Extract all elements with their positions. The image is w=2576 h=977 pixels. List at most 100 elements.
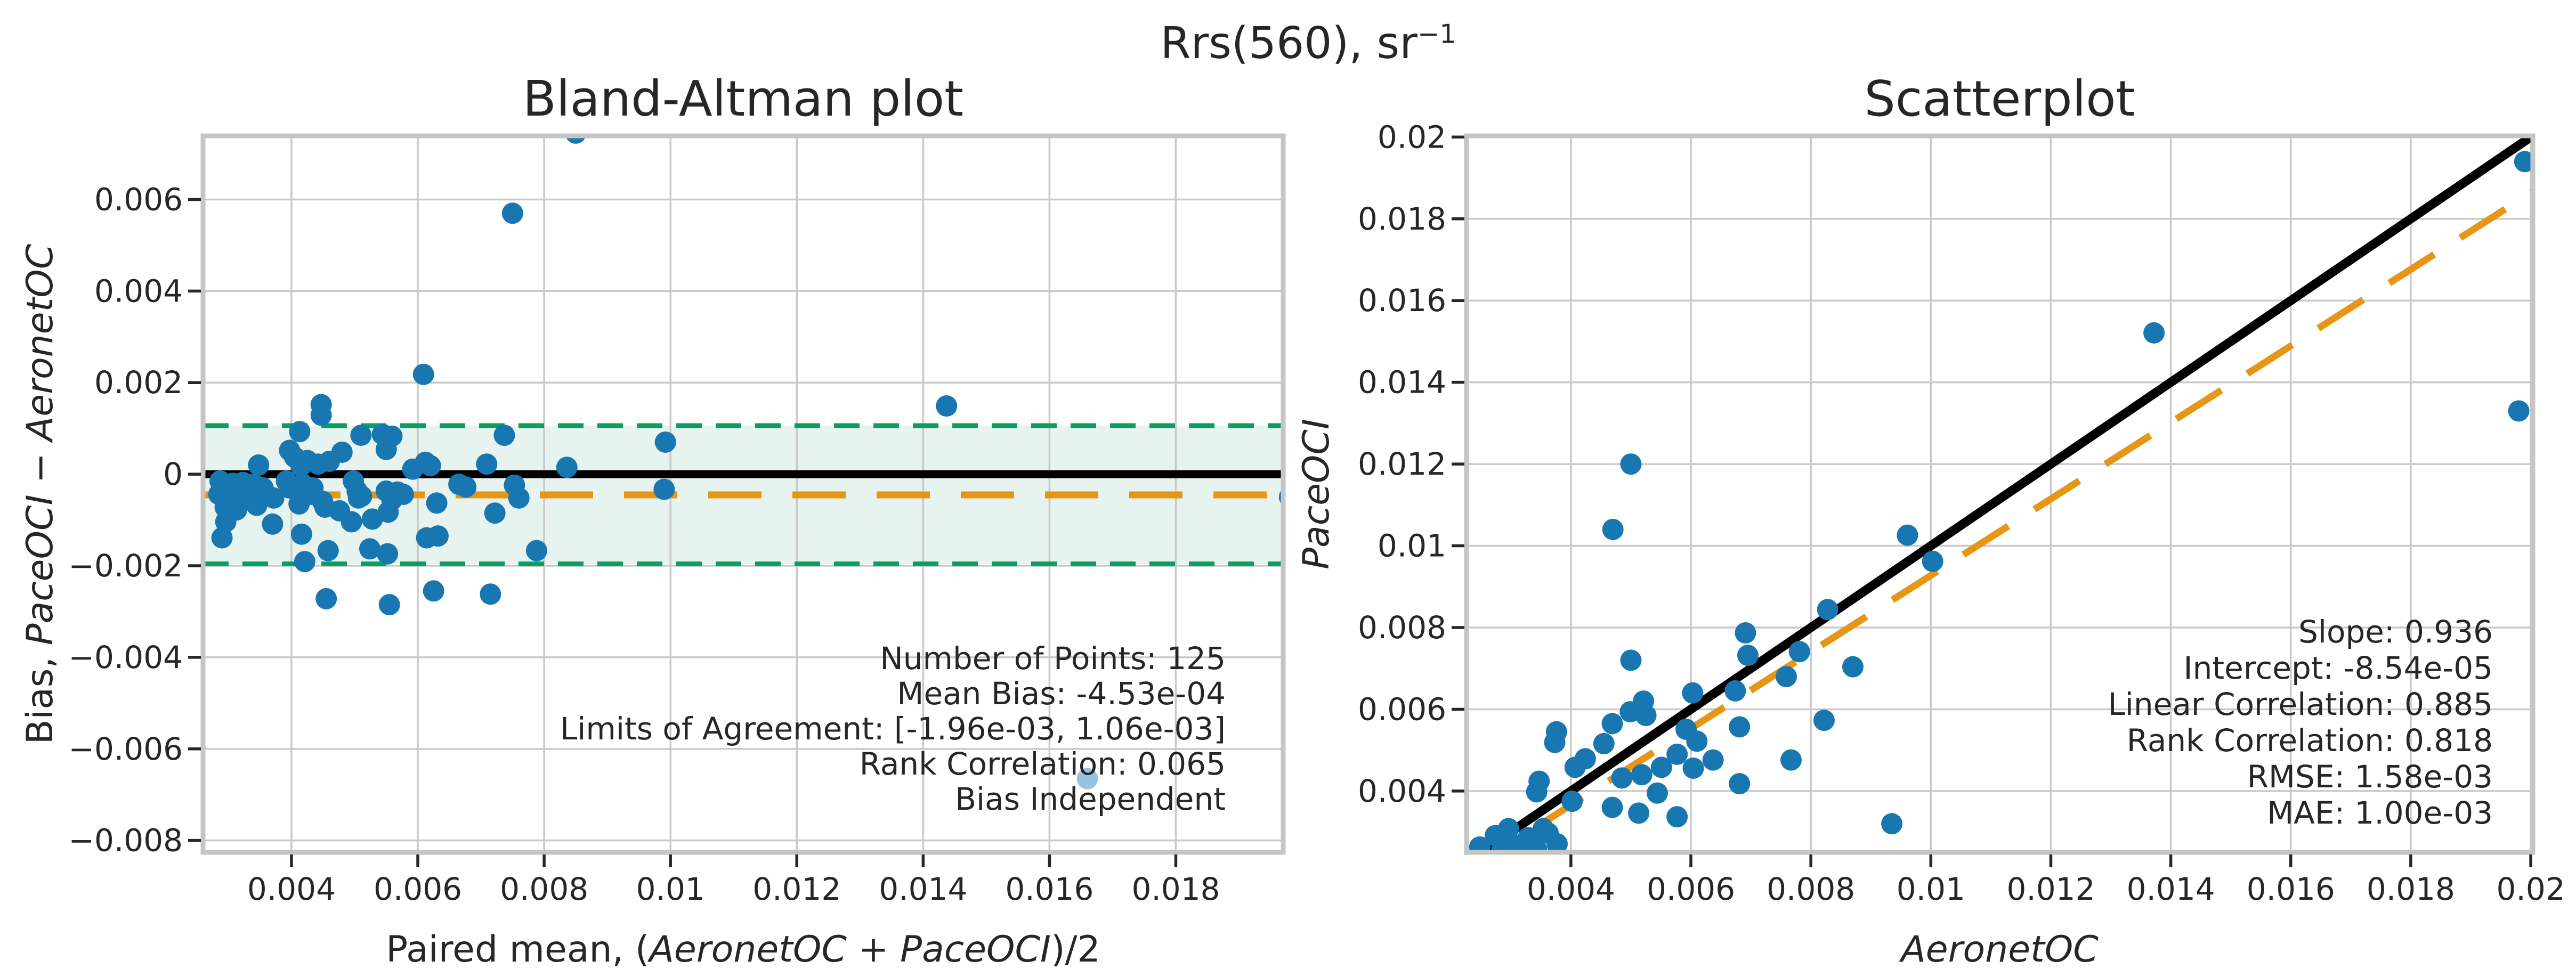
data-point [416,527,438,549]
data-point [1788,641,1810,663]
data-point [1922,550,1943,572]
x-tick-label: 0.016 [2247,871,2335,907]
identity-line [1472,136,2533,852]
data-point [484,502,506,524]
data-point [2143,322,2165,344]
data-point [262,513,283,535]
data-point [319,451,341,473]
data-point [263,487,285,509]
label-segment: + [847,929,900,971]
figure-suptitle: Rrs(560), sr−1 [1161,18,1456,69]
x-tick-label: 0.014 [2127,871,2215,907]
data-point [1631,764,1652,786]
data-point [412,363,434,385]
stat-line: Slope: 0.936 [2298,614,2493,650]
data-point [290,523,312,545]
stat-line: Number of Points: 125 [880,640,1226,677]
data-point [351,485,372,507]
data-point [375,438,397,460]
axes-frame [1464,133,2536,855]
plot-title: Bland-Altman plot [523,70,963,127]
label-segment: AeronetOC [19,243,61,443]
y-tick-label: 0.002 [94,364,183,401]
data-point [1666,743,1688,765]
data-point [1897,524,1918,546]
x-tick-label: 0.006 [1647,871,1735,907]
data-point [455,476,477,498]
y-tick-label: −0.008 [68,823,183,859]
data-point [377,501,399,523]
x-tick-label: 0.008 [1767,871,1855,907]
data-point [1682,757,1704,779]
y-tick-label: 0.004 [94,273,183,309]
data-point [1682,682,1704,704]
label-segment: AeronetOC [647,929,847,971]
y-tick-label: 0.012 [1358,446,1446,482]
data-point [1611,767,1633,789]
x-tick-label: 0.018 [1131,871,1220,907]
stat-line: RMSE: 1.58e-03 [2247,759,2493,795]
data-point [480,583,501,605]
data-point [1666,806,1688,828]
points-group [1469,151,2533,852]
data-point [377,543,399,565]
data-point [426,492,448,514]
stat-line: Linear Correlation: 0.885 [2108,686,2493,722]
data-point [508,487,530,509]
data-point [1546,833,1568,852]
data-point [246,494,268,516]
x-tick-label: 0.016 [1005,871,1093,907]
data-point [1729,716,1751,738]
data-point [1780,749,1802,771]
data-point [1737,645,1759,666]
data-point [1729,773,1751,795]
stat-line: Intercept: -8.54e-05 [2184,650,2493,686]
label-segment: − [19,441,61,494]
stat-line: Bias Independent [955,781,1226,817]
y-tick-label: 0.014 [1358,364,1446,401]
data-point [329,500,351,522]
data-point [225,499,247,521]
data-point [289,421,311,443]
data-point [1817,599,1838,621]
data-point [1601,796,1623,818]
data-point [1544,731,1566,753]
y-tick-label: 0.02 [1378,119,1446,155]
y-axis-label: PaceOCI [1295,419,1338,569]
data-point [294,551,315,573]
x-tick-label: 0.004 [1527,871,1615,907]
x-tick-label: 0.01 [1897,871,1965,907]
scatterplot: 0.004 0.006 0.008 0.01 0.012 0.014 0.016 0.018 0… [1295,70,2565,971]
y-tick-label: 0 [163,456,183,492]
x-axis-label: Paired mean, (AeronetOC + PaceOCI)/2 [386,929,1100,971]
data-point [1469,836,1490,852]
stat-line: MAE: 1.00e-03 [2267,795,2493,831]
data-point [1628,802,1650,824]
label-segment: Paired mean, ( [386,929,649,971]
data-point [1686,730,1708,752]
x-tick-label: 0.004 [247,871,336,907]
data-point [2514,151,2533,173]
label-segment: Bias, [19,645,61,744]
data-point [1735,622,1756,644]
points-group [208,136,1283,789]
data-point [1635,704,1657,726]
x-tick-label: 0.02 [2496,871,2565,907]
y-tick-label: −0.006 [68,731,183,767]
y-tick-label: 0.018 [1358,201,1446,237]
data-point [1602,518,1624,540]
data-point [1513,838,1535,852]
data-point [290,455,312,477]
data-point [525,540,547,561]
data-point [501,202,523,224]
y-tick-label: −0.004 [68,639,183,675]
stat-line: Rank Correlation: 0.065 [860,746,1226,782]
data-point [310,404,332,426]
data-point [419,455,441,477]
data-point [493,425,515,446]
plot-title: Scatterplot [1864,70,2135,127]
label-segment: )/2 [1051,929,1100,971]
data-point [1646,782,1668,804]
